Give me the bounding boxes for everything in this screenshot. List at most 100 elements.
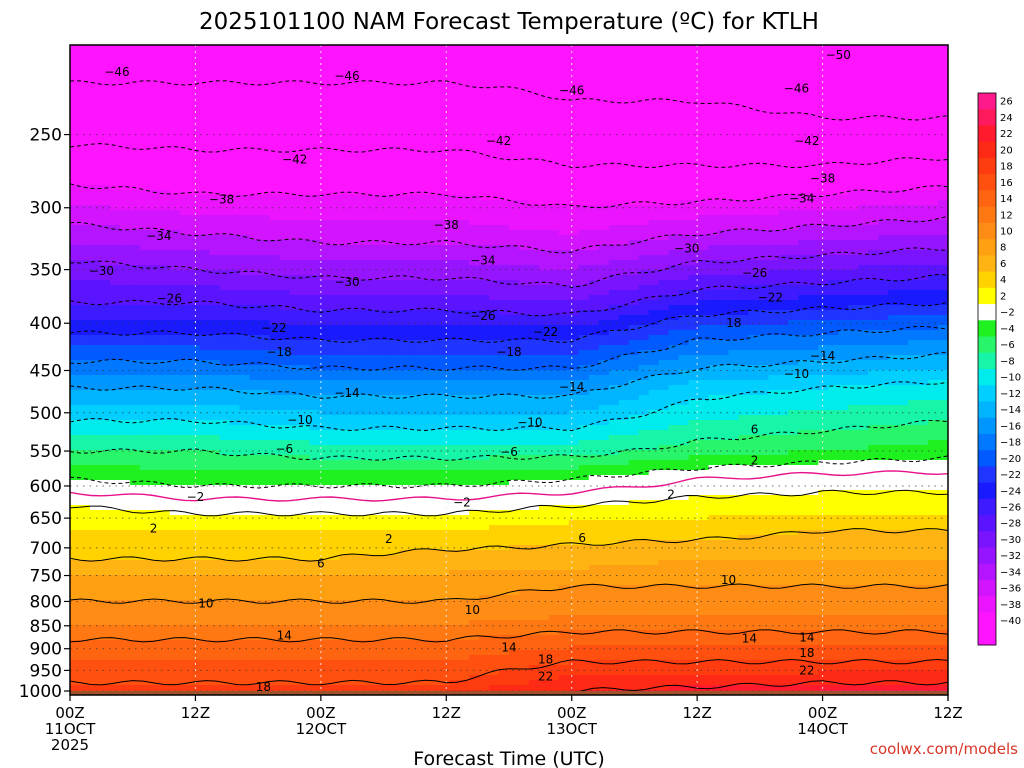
- temperature-cell: [439, 180, 450, 186]
- temperature-cell: [199, 150, 211, 156]
- temperature-cell: [79, 500, 91, 506]
- temperature-cell: [339, 265, 350, 271]
- temperature-cell: [359, 100, 370, 106]
- temperature-cell: [399, 580, 410, 586]
- temperature-cell: [129, 70, 141, 76]
- temperature-cell: [219, 230, 231, 236]
- temperature-cell: [239, 380, 251, 386]
- temperature-cell: [119, 55, 131, 61]
- temperature-cell: [199, 395, 211, 401]
- temperature-cell: [429, 420, 440, 426]
- temperature-cell: [119, 530, 131, 536]
- temperature-cell: [259, 230, 271, 236]
- temperature-cell: [89, 230, 101, 236]
- temperature-cell: [299, 425, 311, 431]
- temperature-cell: [229, 570, 241, 576]
- temperature-cell: [189, 435, 201, 441]
- temperature-cell: [70, 535, 81, 541]
- temperature-cell: [139, 605, 151, 611]
- temperature-cell: [419, 275, 430, 281]
- temperature-cell: [289, 230, 301, 236]
- temperature-cell: [209, 85, 221, 91]
- temperature-cell: [269, 345, 281, 351]
- temperature-cell: [199, 170, 211, 176]
- temperature-cell: [209, 655, 221, 661]
- temperature-cell: [219, 595, 231, 601]
- temperature-cell: [159, 350, 171, 356]
- temperature-cell: [149, 90, 161, 96]
- temperature-cell: [179, 595, 191, 601]
- temperature-cell: [439, 425, 450, 431]
- temperature-cell: [279, 465, 291, 471]
- temperature-cell: [139, 360, 151, 366]
- temperature-cell: [259, 670, 271, 676]
- temperature-cell: [309, 265, 321, 271]
- temperature-cell: [309, 410, 321, 416]
- temperature-cell: [249, 420, 261, 426]
- temperature-cell: [159, 285, 171, 291]
- temperature-cell: [419, 415, 430, 421]
- temperature-cell: [359, 230, 370, 236]
- temperature-cell: [359, 550, 370, 556]
- temperature-cell: [389, 185, 400, 191]
- temperature-cell: [339, 385, 350, 391]
- temperature-cell: [329, 445, 340, 451]
- temperature-cell: [199, 590, 211, 596]
- temperature-cell: [129, 280, 141, 286]
- temperature-cell: [339, 525, 350, 531]
- temperature-cell: [159, 325, 171, 331]
- temperature-cell: [389, 270, 400, 276]
- temperature-cell: [159, 625, 171, 631]
- temperature-cell: [209, 275, 221, 281]
- temperature-cell: [449, 195, 460, 201]
- temperature-cell: [289, 250, 301, 256]
- temperature-cell: [409, 140, 420, 146]
- temperature-cell: [219, 545, 231, 551]
- temperature-cell: [79, 640, 91, 646]
- temperature-cell: [79, 535, 91, 541]
- temperature-cell: [169, 435, 181, 441]
- temperature-cell: [159, 635, 171, 641]
- temperature-cell: [269, 530, 281, 536]
- temperature-cell: [339, 75, 350, 81]
- temperature-cell: [109, 270, 121, 276]
- temperature-cell: [289, 420, 301, 426]
- temperature-cell: [149, 560, 161, 566]
- temperature-cell: [389, 50, 400, 56]
- temperature-cell: [339, 285, 350, 291]
- temperature-cell: [119, 565, 131, 571]
- temperature-cell: [139, 480, 151, 486]
- temperature-cell: [129, 460, 141, 466]
- temperature-cell: [319, 420, 331, 426]
- temperature-cell: [369, 240, 380, 246]
- temperature-cell: [79, 90, 91, 96]
- temperature-cell: [279, 585, 291, 591]
- temperature-cell: [99, 420, 111, 426]
- temperature-cell: [79, 615, 91, 621]
- temperature-cell: [109, 405, 121, 411]
- temperature-cell: [399, 605, 410, 611]
- temperature-cell: [329, 90, 340, 96]
- temperature-cell: [159, 75, 171, 81]
- temperature-cell: [259, 580, 271, 586]
- temperature-cell: [369, 65, 380, 71]
- temperature-cell: [259, 310, 271, 316]
- temperature-cell: [379, 60, 390, 66]
- temperature-cell: [359, 545, 370, 551]
- temperature-cell: [339, 225, 350, 231]
- temperature-cell: [89, 200, 101, 206]
- temperature-cell: [299, 665, 311, 671]
- temperature-cell: [179, 520, 191, 526]
- temperature-cell: [89, 190, 101, 196]
- temperature-cell: [229, 135, 241, 141]
- temperature-cell: [129, 395, 141, 401]
- temperature-cell: [439, 665, 450, 671]
- temperature-cell: [409, 305, 420, 311]
- temperature-cell: [219, 540, 231, 546]
- temperature-cell: [149, 400, 161, 406]
- temperature-cell: [349, 530, 360, 536]
- temperature-cell: [169, 125, 181, 131]
- temperature-cell: [179, 320, 191, 326]
- temperature-cell: [139, 560, 151, 566]
- temperature-cell: [149, 305, 161, 311]
